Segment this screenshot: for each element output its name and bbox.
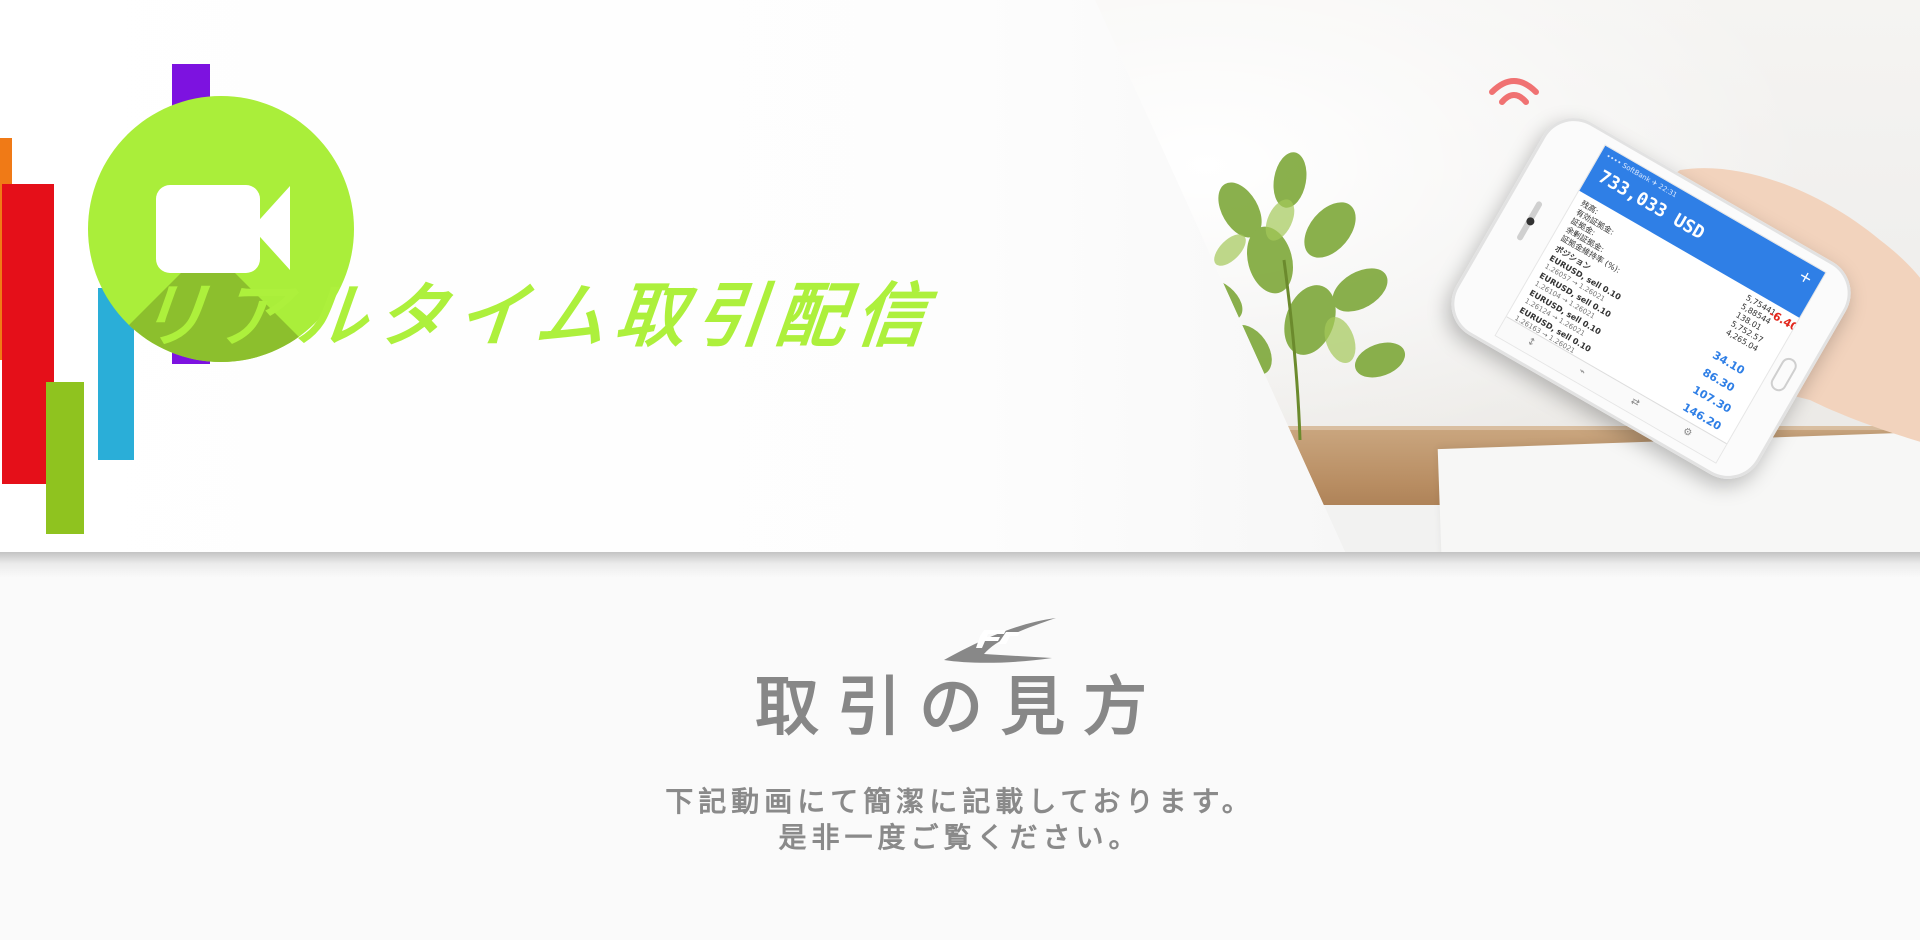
description-line-2: 是非一度ご覧ください。 [778, 821, 1142, 854]
wifi-signal-icon [1489, 78, 1539, 105]
section-description: 下記動画にて簡潔に記載しております。 是非一度ご覧ください。 [560, 784, 1360, 856]
settings-nav-icon[interactable]: ⚙ [1680, 425, 1694, 440]
smartphone: •••• SoftBank ✈ 22:31 733,033 USD + 残高: 5… [1420, 96, 1864, 526]
brand-logo-icon [944, 618, 1056, 663]
add-icon: + [1795, 265, 1817, 289]
phone-screen: •••• SoftBank ✈ 22:31 733,033 USD + 残高: 5… [1494, 144, 1827, 464]
candle-bar-green [46, 382, 84, 534]
quotes-nav-icon[interactable]: ↕ [1524, 335, 1538, 350]
chart-nav-icon[interactable]: ⌁ [1576, 365, 1588, 379]
trade-nav-icon[interactable]: ⇄ [1628, 395, 1642, 410]
video-camera-lens-icon [252, 186, 290, 270]
section-title: 取引の見方 [755, 671, 1165, 745]
hero-title: リアルタイム取引配信 [133, 275, 941, 357]
candle-bar-red [2, 184, 54, 484]
hero-banner: リアルタイム取引配信 •••• SoftBank ✈ 22:31 733,033… [0, 0, 1920, 552]
smartphone-body: •••• SoftBank ✈ 22:31 733,033 USD + 残高: 5… [1438, 104, 1864, 493]
description-line-1: 下記動画にて簡潔に記載しております。 [665, 785, 1255, 818]
banner-shadow [0, 552, 1920, 578]
video-camera-icon [156, 185, 260, 273]
